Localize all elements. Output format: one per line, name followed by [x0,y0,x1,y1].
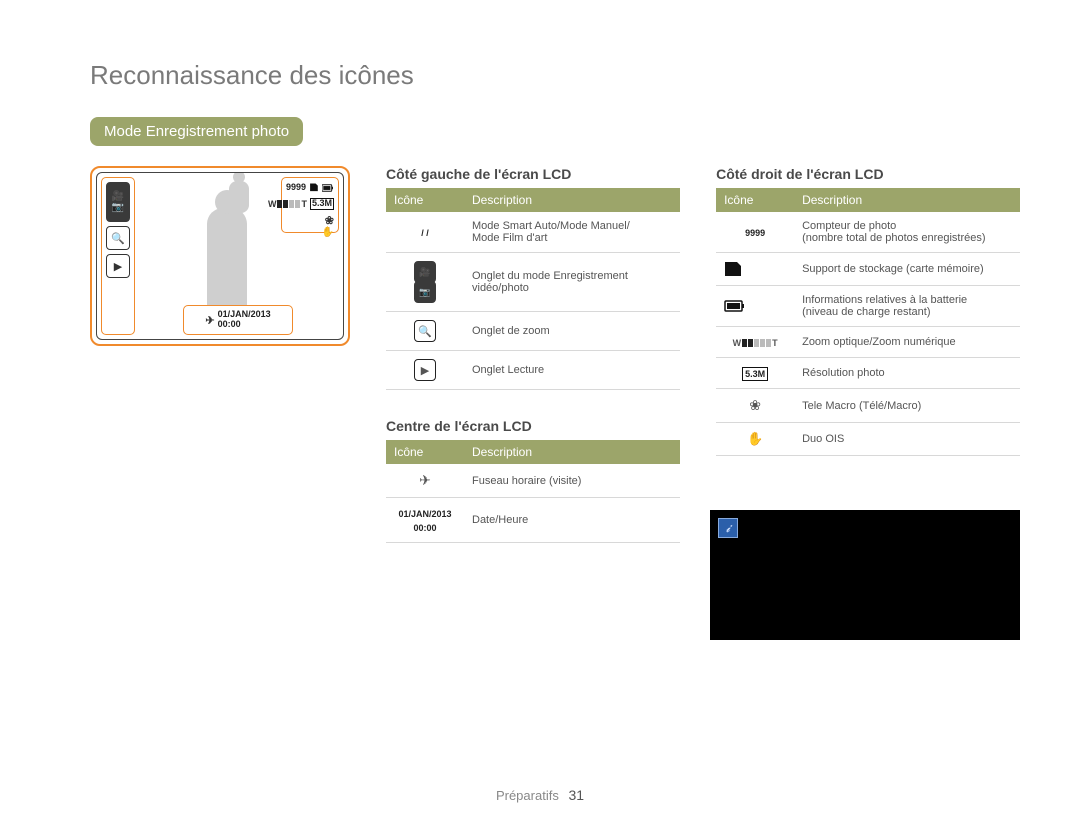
page-number: 31 [568,787,584,803]
center-heading: Centre de l'écran LCD [386,418,680,434]
table-row: 🎥 📷 Onglet du mode Enregistrement vidéo/… [386,253,680,312]
left-heading: Côté gauche de l'écran LCD [386,166,680,182]
lcd-frame: 🎥📷 🔍 ▶ 9999 WT 5.3M [90,166,350,346]
zoom-tab-icon: 🔍 [414,320,436,342]
table-row: Informations relatives à la batterie(niv… [716,286,1020,327]
cell-desc: Informations relatives à la batterie(niv… [794,286,1020,327]
cell-desc: Date/Heure [464,498,680,543]
play-tab-icon: ▶ [414,359,436,381]
lcd-right-callout: 9999 WT 5.3M ❀ ✋ [281,177,339,233]
tulip-icon: ❀ [749,397,761,413]
resolution-icon: 5.3M [742,367,768,381]
zoombar-icon: WT [733,338,778,348]
right-tables-column: Côté droit de l'écran LCD Icône Descript… [716,166,1020,543]
photo-counter: 9999 [286,183,306,193]
table-row: Support de stockage (carte mémoire) [716,253,1020,286]
th-desc: Description [464,188,680,212]
footer-section: Préparatifs [496,788,559,803]
lcd-preview-column: 🎥📷 🔍 ▶ 9999 WT 5.3M [90,166,350,543]
table-row: 9999 Compteur de photo(nombre total de p… [716,212,1020,253]
section-pill: Mode Enregistrement photo [90,117,303,146]
cell-desc: Mode Smart Auto/Mode Manuel/Mode Film d'… [464,212,680,253]
table-row: 01/JAN/201300:00 Date/Heure [386,498,680,543]
cell-desc: Duo OIS [794,423,1020,456]
cell-desc: Onglet Lecture [464,351,680,390]
video-photo-tab-icon: 🎥 📷 [414,261,436,303]
page-footer: Préparatifs 31 [0,787,1080,803]
play-tab-icon: ▶ [106,254,130,278]
right-table: Icône Description 9999 Compteur de photo… [716,188,1020,456]
table-row: ❀ Tele Macro (Télé/Macro) [716,389,1020,423]
card-icon [724,261,742,277]
page-title: Reconnaissance des icônes [90,60,1020,91]
th-icon: Icône [716,188,794,212]
battery-icon [724,299,746,313]
table-row: ✈ Fuseau horaire (visite) [386,464,680,498]
th-icon: Icône [386,440,464,464]
cell-desc: Onglet du mode Enregistrement vidéo/phot… [464,253,680,312]
cell-icon-text: 9999 [745,228,765,238]
timezone-icon: ✈ [205,314,214,327]
right-heading: Côté droit de l'écran LCD [716,166,1020,182]
table-row: 5.3M Résolution photo [716,358,1020,389]
lcd-bottom-callout: ✈ 01/JAN/2013 00:00 [183,305,293,335]
table-row: ▶ Onglet Lecture [386,351,680,390]
cell-desc: Résolution photo [794,358,1020,389]
timezone-icon: ✈ [419,472,431,488]
battery-icon [322,182,334,194]
card-icon [309,181,319,195]
lcd-time: 00:00 [218,319,241,329]
silhouette-graphic [187,183,277,323]
cell-icon-text: / / [421,228,429,238]
cell-desc: Fuseau horaire (visite) [464,464,680,498]
left-table: Icône Description / / Mode Smart Auto/Mo… [386,188,680,390]
th-icon: Icône [386,188,464,212]
cell-icon-text: 01/JAN/201300:00 [398,509,451,533]
table-row: / / Mode Smart Auto/Mode Manuel/Mode Fil… [386,212,680,253]
zoom-tab-icon: 🔍 [106,226,130,250]
table-row: ✋ Duo OIS [716,423,1020,456]
resolution-icon: 5.3M [310,198,334,210]
th-desc: Description [794,188,1020,212]
note-icon: 𝓲 [718,518,738,538]
ois-icon: ✋ [322,227,334,238]
note-panel: 𝓲 [710,510,1020,640]
zoombar-icon: WT [268,199,307,209]
table-row: 🔍 Onglet de zoom [386,312,680,351]
lcd-date: 01/JAN/2013 [218,309,271,319]
center-table: Icône Description ✈ Fuseau horaire (visi… [386,440,680,543]
cell-desc: Support de stockage (carte mémoire) [794,253,1020,286]
table-row: WT Zoom optique/Zoom numérique [716,327,1020,358]
th-desc: Description [464,440,680,464]
lcd-left-callout: 🎥📷 🔍 ▶ [101,177,135,335]
tulip-icon: ❀ [325,215,334,227]
cell-desc: Compteur de photo(nombre total de photos… [794,212,1020,253]
video-photo-tab-icon: 🎥📷 [106,182,130,222]
cell-desc: Zoom optique/Zoom numérique [794,327,1020,358]
cell-desc: Tele Macro (Télé/Macro) [794,389,1020,423]
cell-desc: Onglet de zoom [464,312,680,351]
left-tables-column: Côté gauche de l'écran LCD Icône Descrip… [386,166,680,543]
ois-icon: ✋ [747,431,763,446]
